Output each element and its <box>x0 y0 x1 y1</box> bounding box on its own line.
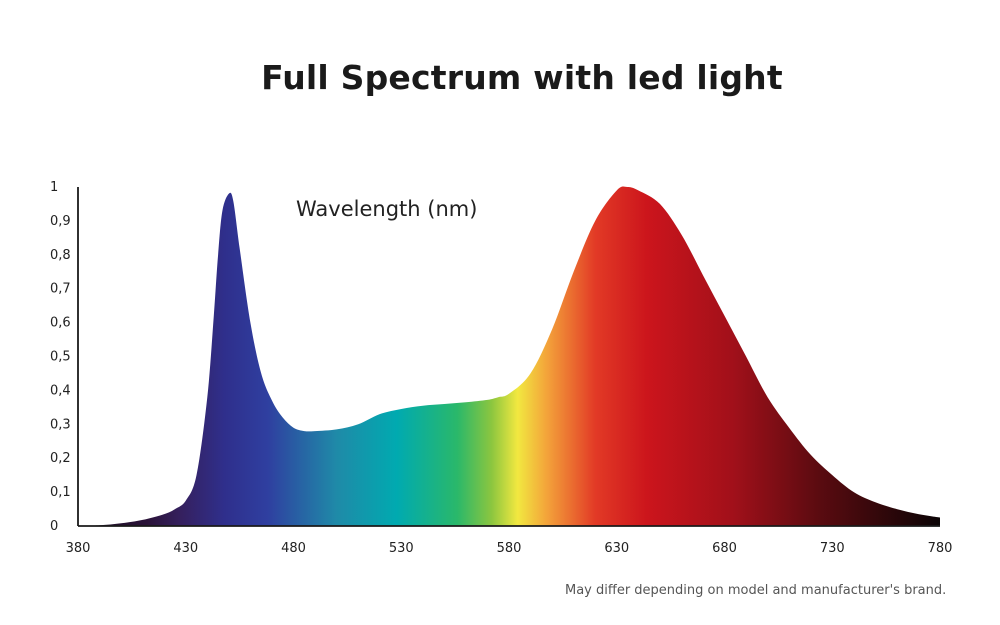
y-tick-label: 0,8 <box>50 248 71 263</box>
y-tick-label: 0,2 <box>50 451 71 466</box>
series-label: Wavelength (nm) <box>296 197 477 221</box>
x-tick-label: 680 <box>712 541 737 556</box>
y-tick-label: 0,5 <box>50 350 71 365</box>
x-tick-label: 380 <box>66 541 91 556</box>
x-tick-label: 530 <box>389 541 414 556</box>
disclaimer-note: May differ depending on model and manufa… <box>565 583 947 598</box>
x-tick-label: 730 <box>820 541 845 556</box>
y-tick-label: 0,4 <box>50 383 71 398</box>
y-tick-label: 0 <box>50 519 58 534</box>
x-tick-label: 780 <box>928 541 953 556</box>
chart-title: Full Spectrum with led light <box>261 58 783 97</box>
x-tick-label: 580 <box>497 541 522 556</box>
y-tick-label: 0,3 <box>50 417 71 432</box>
x-tick-label: 480 <box>281 541 306 556</box>
y-tick-label: 0,1 <box>50 485 71 500</box>
y-tick-label: 0,6 <box>50 316 71 331</box>
spectrum-area <box>78 186 940 526</box>
x-tick-label: 630 <box>604 541 629 556</box>
x-tick-label: 430 <box>173 541 198 556</box>
y-tick-label: 0,7 <box>50 282 71 297</box>
y-tick-label: 1 <box>50 180 58 195</box>
y-tick-label: 0,9 <box>50 214 71 229</box>
